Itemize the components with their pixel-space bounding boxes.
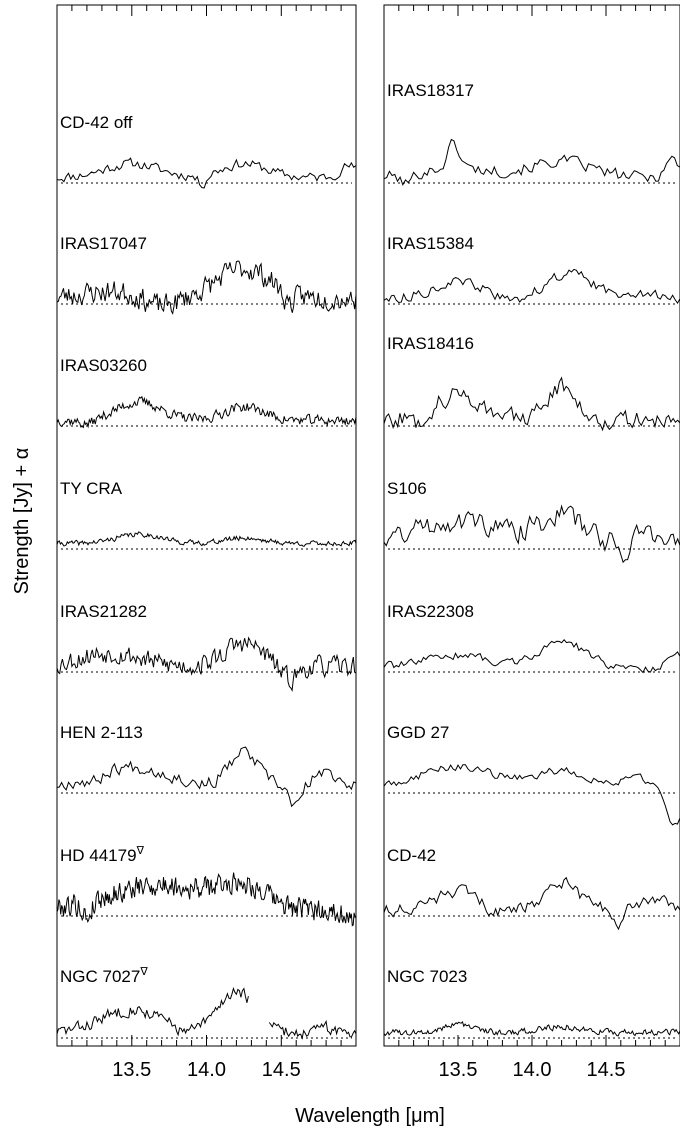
series-label: GGD 27: [387, 723, 449, 742]
spectrum-right-3: [383, 504, 680, 564]
series-label: TY CRA: [60, 479, 123, 498]
series-label: NGC 7023: [387, 967, 467, 986]
x-tick-label: 13.5: [112, 1059, 151, 1081]
series-label: IRAS21282: [60, 602, 147, 621]
x-tick-label: 14.0: [513, 1059, 552, 1081]
series-label: IRAS18416: [387, 334, 474, 353]
series-label: IRAS03260: [60, 356, 147, 375]
spectrum-left-4: [56, 636, 357, 692]
series-label: NGC 7027∇: [60, 966, 148, 986]
spectrum-right-0: [383, 138, 680, 187]
series-label: S106: [387, 479, 427, 498]
panel-right: 13.5 14.0 14.5 IRAS18317 IRAS15384 IRAS18416 S…: [383, 4, 680, 1081]
series-marker: ∇: [139, 966, 148, 978]
spectrum-right-6: [383, 876, 680, 931]
x-tick-label: 13.5: [439, 1059, 478, 1081]
series-label: IRAS18317: [387, 81, 474, 100]
spectrum-left-5: [56, 746, 357, 808]
spectrum-left-1: [56, 260, 357, 315]
series-label: HEN 2-113: [60, 723, 143, 742]
y-axis-label: Strength [Jy] + α: [11, 448, 33, 595]
spectrum-right-2: [383, 376, 680, 432]
spectrum-right-4: [383, 639, 680, 674]
series-label: CD-42 off: [60, 113, 133, 132]
series-label: IRAS15384: [387, 234, 474, 253]
spectrum-right-5: [383, 764, 680, 826]
series-label: CD-42: [387, 846, 436, 865]
series-label: HD 44179∇: [60, 845, 145, 865]
panel-frame: [56, 4, 357, 1047]
spectrum-right-1: [383, 268, 680, 305]
x-tick-label: 14.5: [587, 1059, 626, 1081]
spectrum-left-0: [56, 157, 357, 189]
panel-left: 13.5 14.0 14.5 CD-42 off IRAS17047 IRAS03260 T…: [56, 4, 357, 1081]
spectrum-right-7: [383, 1020, 680, 1037]
spectrum-left-6: [56, 872, 357, 927]
spectrum-left-2: [56, 395, 357, 429]
spectrum-left-3: [56, 531, 357, 547]
series-marker: ∇: [136, 845, 145, 857]
series-label: IRAS17047: [60, 234, 147, 253]
x-axis-label: Wavelength [μm]: [295, 1105, 445, 1126]
spectrum-left-7: [56, 987, 357, 1040]
x-tick-label: 14.5: [262, 1059, 301, 1081]
x-tick-label: 14.0: [187, 1059, 226, 1081]
series-label: IRAS22308: [387, 602, 474, 621]
